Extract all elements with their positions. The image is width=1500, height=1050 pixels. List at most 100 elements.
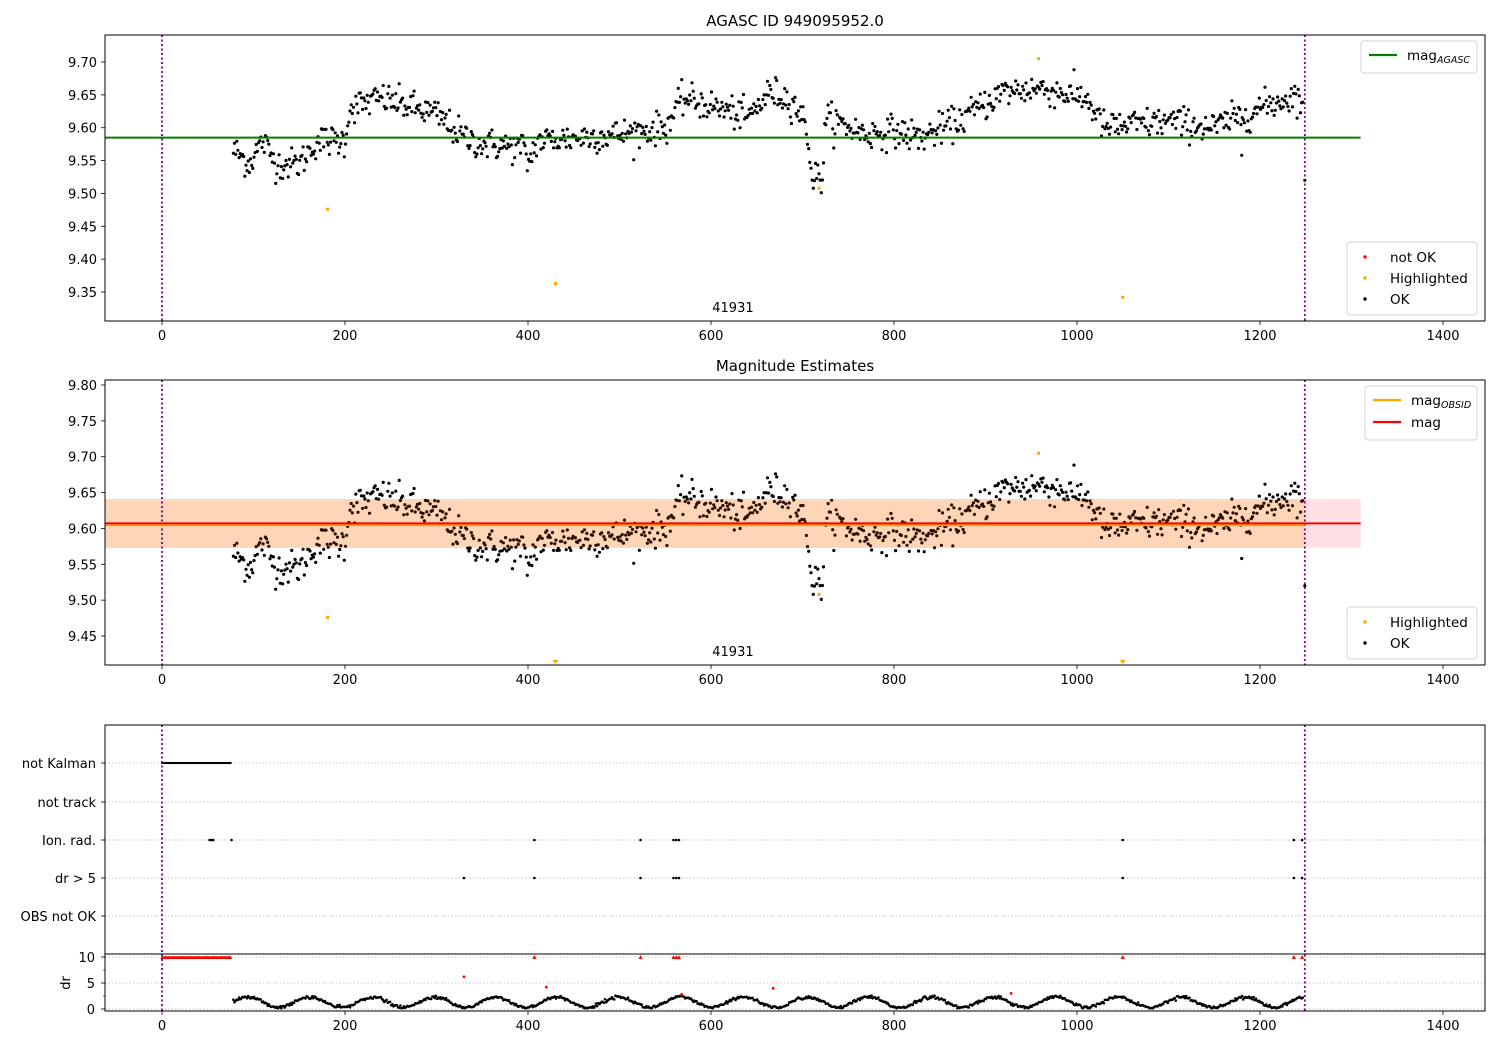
ok-point: [787, 102, 791, 107]
ok-point: [1232, 505, 1236, 509]
ok-point: [458, 530, 462, 534]
ok-point: [505, 146, 509, 150]
ok-point: [660, 125, 664, 129]
ok-point: [1090, 518, 1094, 522]
ok-point: [1174, 126, 1178, 130]
ok-point: [508, 538, 512, 542]
ok-point: [916, 146, 921, 150]
ok-point: [562, 535, 566, 539]
ok-point: [976, 499, 980, 503]
ok-point: [847, 123, 851, 127]
ok-point: [602, 133, 606, 137]
ok-point: [430, 109, 434, 113]
dr-point: [725, 1000, 728, 1003]
ok-point: [371, 92, 375, 96]
ok-point: [760, 505, 764, 509]
ok-point: [690, 477, 694, 481]
ok-point: [950, 104, 954, 108]
ok-point: [788, 515, 793, 519]
ok-point: [1270, 109, 1274, 113]
ok-point: [289, 165, 293, 169]
ok-point: [746, 113, 750, 118]
dr-ytick-label: 0: [87, 1003, 95, 1018]
ok-point: [485, 558, 489, 562]
ok-point: [755, 111, 759, 115]
ok-point: [647, 538, 651, 542]
ok-point: [506, 142, 510, 146]
ok-point: [517, 539, 521, 543]
dr-not-ok-clipped-marker: [229, 955, 233, 959]
ok-point: [303, 157, 307, 161]
ok-point: [746, 513, 750, 517]
ok-point: [290, 146, 294, 150]
ok-point: [1273, 507, 1277, 511]
ok-point: [942, 529, 946, 533]
ok-point: [954, 528, 958, 532]
ok-point: [894, 549, 898, 553]
ok-point: [1126, 127, 1130, 131]
xaxis1-xtick-label: 0: [158, 673, 166, 688]
ok-point: [841, 517, 845, 521]
ok-point: [1145, 505, 1149, 509]
ok-point: [394, 489, 398, 493]
dr-point: [870, 994, 873, 997]
ok-point: [268, 557, 272, 561]
ok-point: [457, 514, 461, 518]
ok-point: [1244, 108, 1248, 112]
ok-point: [653, 546, 658, 550]
ok-point: [816, 567, 820, 571]
dr-not-ok-clipped-marker: [676, 955, 681, 959]
ok-point: [895, 529, 899, 534]
ok-point: [1040, 83, 1044, 88]
ok-point: [921, 531, 925, 535]
ok-point: [1086, 490, 1090, 494]
ok-point: [1192, 116, 1196, 120]
flag-point: [229, 761, 232, 765]
ok-point: [266, 540, 270, 545]
ok-point: [801, 503, 805, 508]
ok-point: [945, 119, 949, 123]
ok-point: [386, 92, 390, 96]
ok-point: [532, 554, 536, 558]
ok-point: [564, 548, 568, 552]
ok-point: [530, 563, 534, 568]
ok-point: [863, 137, 867, 142]
ok-point: [289, 569, 293, 573]
ok-point: [1083, 95, 1088, 99]
ok-point: [1199, 122, 1203, 126]
highlighted-point: [1121, 295, 1125, 299]
ok-point: [393, 105, 397, 109]
ok-point: [388, 96, 392, 100]
ok-point: [705, 115, 709, 119]
ok-point: [356, 111, 360, 115]
ok-point: [1079, 85, 1083, 89]
ok-point: [470, 132, 474, 137]
ok-point: [1252, 511, 1256, 515]
ok-point: [1264, 497, 1268, 501]
ok-point: [1265, 511, 1269, 515]
ok-point: [592, 530, 596, 534]
ok-point: [950, 503, 954, 507]
dr-point: [786, 1003, 790, 1007]
ok-point: [1018, 489, 1022, 493]
ok-point: [251, 571, 255, 575]
ok-point: [849, 126, 853, 130]
ok-point: [387, 84, 391, 88]
ok-point: [1120, 128, 1124, 132]
ok-point: [243, 579, 247, 583]
ok-point: [601, 144, 605, 148]
ok-point: [872, 530, 876, 534]
dr-point: [1161, 1002, 1165, 1006]
ok-point: [1090, 118, 1094, 122]
ok-point: [714, 495, 718, 499]
ok-point: [593, 145, 597, 149]
ok-point: [754, 503, 758, 507]
ok-point: [732, 127, 736, 131]
ok-point: [679, 95, 683, 99]
xaxis2-xtick-label: 400: [516, 1019, 541, 1034]
dr-point: [943, 998, 947, 1002]
ok-point: [394, 92, 398, 96]
ok-point: [404, 506, 408, 510]
xaxis1-xtick-label: 200: [333, 673, 358, 688]
